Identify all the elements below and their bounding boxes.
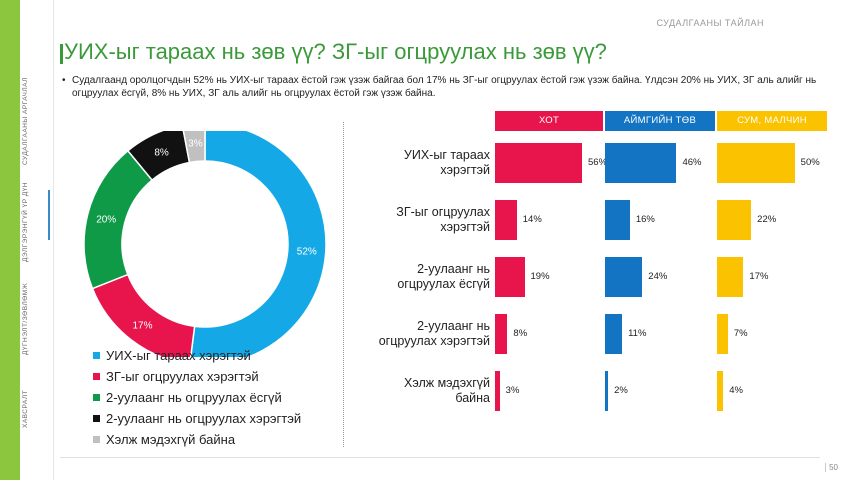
bar-value-1-3: 19% — [530, 271, 550, 282]
bar-3-2 — [717, 200, 752, 240]
page-number: 50 — [825, 463, 838, 472]
donut-chart: 52% 17% 20% 8% 3% — [83, 131, 327, 357]
donut-legend: УИХ-ыг тараах хэрэгтэй ЗГ-ыг огцруулах хэ… — [93, 345, 301, 450]
sidebar-item-methodology[interactable]: СУДАЛГААНЫ АРГАЧЛАЛ — [22, 77, 29, 165]
bar-value-1-5: 3% — [505, 385, 520, 396]
bar-2-3 — [605, 257, 643, 297]
bar-3-4 — [717, 314, 728, 354]
bar-value-1-1: 56% — [588, 157, 608, 168]
summary-bullet: • Судалгаанд оролцогчдын 52% нь УИХ-ыг т… — [62, 74, 824, 100]
sidebar-item-results[interactable]: ДЭЛГЭРЭНГҮЙ ҮР ДҮН — [22, 181, 29, 262]
row-label-3: 2-уулаанг нь огцруулах ёсгүй — [350, 262, 490, 292]
bar-1-3 — [495, 257, 525, 297]
legend-label-5: Хэлж мэдэхгүй байна — [106, 432, 236, 447]
row-label-4: 2-уулаанг нь огцруулах хэрэгтэй — [350, 319, 490, 349]
bar-2-1 — [605, 143, 677, 183]
bar-1-2 — [495, 200, 517, 240]
row-label-line: ЗГ-ыг огцруулах — [396, 205, 490, 219]
sidebar-item-conclusion[interactable]: ДҮГНЭЛТ/ЗӨВЛӨМЖ — [22, 282, 29, 355]
bar-value-3-3: 17% — [749, 271, 769, 282]
legend-label-1: УИХ-ыг тараах хэрэгтэй — [106, 348, 251, 363]
bar-value-3-2: 22% — [757, 214, 777, 225]
legend-item-4: 2-уулаанг нь огцруулах хэрэгтэй — [93, 408, 301, 429]
series-header-1: ХОТ — [495, 111, 603, 131]
report-tag: СУДАЛГААНЫ ТАЙЛАН — [656, 18, 764, 28]
legend-label-3: 2-уулаанг нь огцруулах ёсгүй — [106, 390, 282, 405]
row-label-5: Хэлж мэдэхгүй байна — [350, 376, 490, 406]
bar-2-4 — [605, 314, 623, 354]
summary-text: Судалгаанд оролцогчдын 52% нь УИХ-ыг тар… — [72, 75, 817, 99]
bar-value-3-5: 4% — [729, 385, 743, 396]
bar-value-3-1: 50% — [800, 157, 820, 168]
bar-value-2-2: 16% — [635, 214, 655, 225]
donut-slice-5 — [182, 131, 206, 164]
legend-item-5: Хэлж мэдэхгүй байна — [93, 429, 301, 450]
donut-label-2: 17% — [132, 321, 152, 332]
row-label-line: огцруулах ёсгүй — [397, 277, 490, 291]
bar-1-1 — [495, 143, 582, 183]
bar-value-3-4: 7% — [733, 328, 748, 339]
row-label-line: Хэлж мэдэхгүй — [404, 376, 490, 390]
bar-value-1-2: 14% — [522, 214, 542, 225]
title-accent — [60, 44, 63, 64]
donut-slice-1 — [189, 131, 327, 357]
bar-2-2 — [605, 200, 630, 240]
row-label-1: УИХ-ыг тараах хэрэгтэй — [350, 148, 490, 178]
donut-label-5: 3% — [188, 138, 203, 149]
bar-value-2-3: 24% — [648, 271, 668, 282]
donut-label-3: 20% — [96, 215, 116, 226]
bar-1-5 — [495, 371, 500, 411]
legend-item-1: УИХ-ыг тараах хэрэгтэй — [93, 345, 301, 366]
legend-label-4: 2-уулаанг нь огцруулах хэрэгтэй — [106, 411, 302, 426]
sidebar-active-indicator — [48, 190, 53, 240]
row-label-line: байна — [455, 391, 490, 405]
legend-item-3: 2-уулаанг нь огцруулах ёсгүй — [93, 387, 301, 408]
row-label-line: УИХ-ыг тараах — [403, 148, 490, 162]
bar-2-5 — [605, 371, 609, 411]
bar-1-4 — [495, 314, 508, 354]
left-green-stripe — [0, 0, 20, 480]
chart-divider — [343, 122, 344, 447]
legend-label-2: ЗГ-ыг огцруулах хэрэгтэй — [106, 369, 259, 384]
series-header-2: АЙМГИЙН ТӨВ — [605, 111, 715, 131]
page-title: УИХ-ыг тараах нь зөв үү? ЗГ-ыг огцруулах… — [64, 39, 607, 64]
bar-3-5 — [717, 371, 724, 411]
legend-swatch-4 — [93, 415, 100, 422]
legend-swatch-5 — [93, 436, 100, 443]
legend-swatch-1 — [93, 352, 100, 359]
row-label-line: 2-уулаанг нь — [417, 262, 490, 276]
row-label-line: 2-уулаанг нь — [417, 319, 490, 333]
bullet-dot-icon: • — [62, 75, 66, 86]
row-label-line: хэрэгтэй — [440, 220, 490, 234]
bar-value-2-4: 11% — [628, 328, 647, 339]
bar-3-3 — [717, 257, 744, 297]
legend-swatch-3 — [93, 394, 100, 401]
bar-value-2-5: 2% — [614, 385, 628, 396]
row-label-line: хэрэгтэй — [440, 163, 490, 177]
sidebar-nav — [20, 0, 54, 480]
row-label-line: огцруулах хэрэгтэй — [378, 334, 490, 348]
legend-swatch-2 — [93, 373, 100, 380]
series-header-3: СУМ, МАЛЧИН — [717, 111, 827, 131]
sidebar-item-appendix[interactable]: ХАВСРАЛТ — [22, 389, 29, 428]
donut-label-1: 52% — [297, 246, 317, 257]
row-label-2: ЗГ-ыг огцруулах хэрэгтэй — [350, 205, 490, 235]
donut-slice-3 — [83, 149, 154, 290]
footer-rule — [60, 457, 820, 458]
bar-3-1 — [717, 143, 795, 183]
bar-value-2-1: 46% — [682, 157, 702, 168]
donut-label-4: 8% — [154, 148, 169, 159]
bar-value-1-4: 8% — [513, 328, 528, 339]
legend-item-2: ЗГ-ыг огцруулах хэрэгтэй — [93, 366, 301, 387]
